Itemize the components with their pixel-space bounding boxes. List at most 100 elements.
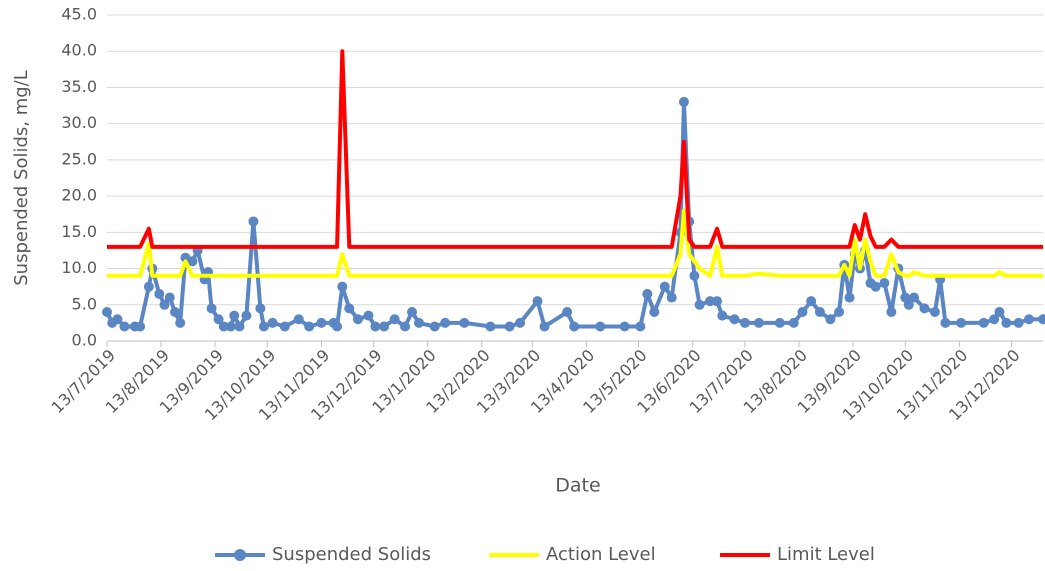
data-point [729,314,740,325]
data-point [532,296,543,307]
data-point [154,288,165,299]
data-point [363,310,374,321]
data-point [886,307,897,318]
data-point [642,288,653,299]
data-point [241,310,252,321]
data-point [694,299,705,310]
data-point [940,317,951,328]
data-point [407,307,418,318]
data-point [1024,314,1035,325]
data-point [797,307,808,318]
data-point [332,321,343,332]
data-point [562,307,573,318]
data-point [504,321,515,332]
data-point [879,278,890,289]
data-point [956,317,967,328]
data-point [248,216,259,227]
data-point [806,296,817,307]
data-point [379,321,390,332]
data-point [143,281,154,292]
data-point [753,317,764,328]
data-point [1013,317,1024,328]
data-point [344,303,355,314]
data-point [1038,314,1045,325]
data-point [389,314,400,325]
data-point [316,317,327,328]
data-point [400,321,411,332]
data-point [1001,317,1012,328]
data-point [515,317,526,328]
x-axis-label: Date [555,475,600,497]
data-point [678,96,689,107]
data-point [717,310,728,321]
data-point [870,281,881,292]
data-point [255,303,266,314]
series-line [107,49,1043,249]
data-point [929,307,940,318]
data-point [619,321,630,332]
data-point [705,296,716,307]
data-point [218,321,229,332]
y-tick-label: 10.0 [61,258,97,277]
data-point [774,317,785,328]
data-point [234,321,245,332]
data-point [213,314,224,325]
data-point [825,314,836,325]
data-point [414,317,424,328]
data-point [229,310,240,321]
data-point [370,321,381,332]
data-point [539,321,550,332]
data-point [739,317,750,328]
legend-label: Suspended Solids [272,544,431,565]
data-point [279,321,290,332]
data-point [788,317,799,328]
data-point [337,281,348,292]
legend-label: Limit Level [777,544,875,565]
data-point [159,299,170,310]
data-point [429,321,440,332]
data-point [666,292,677,303]
data-point [112,314,123,325]
data-point [164,292,175,303]
y-tick-label: 20.0 [61,186,97,205]
data-point [844,292,855,303]
legend-label: Action Level [546,544,656,565]
data-point [903,299,914,310]
data-point [909,292,920,303]
y-tick-label: 15.0 [61,222,97,241]
y-tick-label: 25.0 [61,149,97,168]
data-point [814,307,825,318]
y-tick-label: 40.0 [61,41,97,60]
data-point [635,321,646,332]
y-tick-label: 30.0 [61,113,97,132]
series-line [107,208,1043,278]
data-point [595,321,606,332]
data-point [225,321,236,332]
data-point [649,307,660,318]
y-tick-label: 45.0 [61,5,97,24]
data-point [689,270,700,281]
data-point [102,307,112,318]
data-point [834,307,845,318]
data-point [206,303,217,314]
y-tick-label: 0.0 [72,331,97,350]
data-point [135,321,146,332]
data-point [919,303,930,314]
data-point [169,307,180,318]
data-point [304,321,315,332]
legend-marker [234,549,246,561]
data-point [175,317,186,328]
data-point [978,317,989,328]
data-point [485,321,496,332]
series-line [105,99,1043,329]
data-point [267,317,278,328]
data-point [712,296,723,307]
data-point [569,321,580,332]
data-point [258,321,269,332]
data-point [187,256,198,267]
data-point [440,317,451,328]
data-point [119,321,130,332]
data-point [293,314,304,325]
y-tick-label: 35.0 [61,77,97,96]
